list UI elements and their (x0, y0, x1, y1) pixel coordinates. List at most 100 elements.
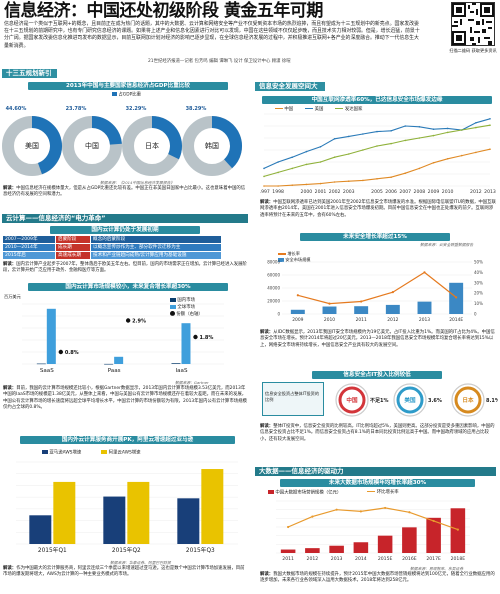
point-china (277, 185, 279, 187)
y-tick-left: 60000 (267, 273, 280, 278)
legend-aliyun: 阿里云AWS增速 (101, 450, 141, 456)
share-label: 0.8% (65, 350, 79, 356)
cloud-market-note-text: 目前，我国的云计算市场规模还比较小，根据Gartner数据显示，2013年国内云… (3, 386, 247, 411)
line-developed (263, 124, 491, 177)
x-tick-label: 2015E (378, 556, 393, 562)
line-usa (263, 118, 491, 169)
x-tick-label: 2000 (301, 189, 313, 195)
x-tick-label: 2001 (315, 189, 327, 195)
point-china (305, 183, 308, 186)
bigdata-note-label: 解读： (260, 572, 274, 577)
it-ratio-legend-box: 信息安全投资占整体IT投资的比例 (262, 382, 324, 416)
point-developed (333, 156, 336, 158)
bar-market-size (354, 306, 369, 314)
bar-domestic (171, 363, 181, 364)
x-tick-label: 2002 (329, 189, 341, 195)
penetration-legend: 中国 美国 发达国家 (275, 107, 362, 113)
point-china (390, 176, 392, 178)
ratio-circle-ring (396, 386, 424, 414)
penetration-note-text: 中国互联网渗透率已达到美国2001年至2002年信息安全市场爆发的水准。根据国际… (260, 200, 496, 218)
donut-country-label: 韩国 (205, 141, 219, 150)
x-tick-label: 2015年Q2 (112, 546, 141, 554)
cloud-market-note: 解读：目前，我国的云计算市场规模还比较小，根据Gartner数据显示，2013年… (3, 386, 247, 412)
penetration-note-label: 解读： (260, 200, 274, 205)
x-tick-label: 2006 (385, 189, 397, 195)
donut-slice-1 (31, 116, 62, 175)
point-usa (362, 133, 364, 135)
aws-aliyun-note: 解读：作为中国最大的云计算服务商，阿里云连续三个季度以来增速超过亚马逊。这也是数… (3, 566, 247, 579)
bar-market-size (385, 304, 400, 314)
point-china (362, 179, 364, 182)
timeline-stage: 成长期 (56, 244, 90, 251)
bigdata-source: 数据来源：易观智库、东吴证券 (410, 566, 464, 571)
x-tick-label: 1998 (272, 189, 284, 195)
byline: 21世纪经济报道—记者 包芳鸣 编辑 谭琳飞 设计 保卫设计中心 顾潇 徐暄 (148, 59, 291, 64)
point-bigdata-growth (432, 519, 435, 523)
bigdata-panel-title: 未来大数据市场规模年均增长率超30% (280, 479, 475, 487)
bar-bigdata-size (353, 542, 369, 553)
section-bar-bigdata: 大数据——信息经济的驱动力 (255, 467, 496, 476)
bar-aws (177, 498, 200, 544)
cloud-stage-note-label: 解读： (3, 262, 17, 267)
point-usa (446, 127, 449, 130)
aws-aliyun-note-label: 解读： (3, 566, 17, 571)
x-tick-label: 2015年Q1 (38, 546, 67, 554)
point-usa (390, 130, 392, 132)
point-china (404, 172, 407, 174)
x-tick-label: 2014E (449, 317, 463, 323)
section-bar-infosec: 信息安全发展空间大 (255, 82, 325, 91)
aws-aliyun-panel-title: 国内外云计算服务商开展PK，阿里云增速超过亚马逊 (20, 436, 235, 444)
point-developed (277, 171, 279, 174)
x-tick-label: 2016E (402, 556, 417, 562)
ratio-circle-ring (338, 386, 366, 414)
point-china (460, 154, 463, 157)
point-developed (347, 153, 350, 155)
legend-bigdata-growth: 环比增长率 (367, 490, 399, 496)
y-tick-left: 40000 (267, 286, 280, 291)
security-growth-panel-title: 未来安全增长率超过15% (300, 233, 450, 241)
timeline-stage: 高速成长期 (56, 252, 90, 259)
point-china (418, 167, 421, 170)
gdp-note-text: 中国信息经济在规模体量大，但是从占GDP比重还比较有差。中国正在非美国日国家中占… (3, 186, 246, 198)
line-bigdata-growth (287, 507, 459, 531)
cloud-stage-timeline: 2007—2009年 启蒙阶段 概念的启蒙阶段 2010—2014年 成长期 以概念宣传炒… (3, 236, 247, 260)
donut-pct-label: 44.60% (6, 106, 27, 112)
bar-market-size (290, 309, 305, 314)
y-tick-right: 40% (474, 270, 483, 275)
point-developed (376, 145, 378, 147)
cloud-stage-note: 解读：国内云计算产业起步于2007年，整体落后于欧美五年左右。但目前，国内的市场… (3, 262, 247, 275)
legend-market-size: 安全市场规模 (278, 257, 310, 263)
donut-slice-4 (211, 116, 242, 169)
bigdata-note: 解读：我国大数据市场的规模在持续提升，预计2015年中国大数据市场营销规模将达到… (260, 572, 496, 585)
point-usa (347, 135, 350, 138)
point-usa (305, 150, 308, 153)
point-developed (418, 137, 421, 139)
point-usa (418, 126, 421, 128)
share-marker (125, 318, 131, 323)
penetration-note: 解读：中国互联网渗透率已达到美国2001年至2002年信息安全市场爆发的水准。根… (260, 200, 496, 219)
x-tick-label: 2009 (292, 317, 303, 323)
y-tick-right: 30% (474, 280, 483, 285)
legend-bigdata-size: 中国大数据市场营销规模（亿元） (268, 490, 341, 496)
point-usa (319, 146, 322, 148)
point-china (263, 185, 265, 187)
bar-aliyun (53, 481, 76, 544)
point-china (489, 148, 491, 150)
point-usa (277, 161, 279, 163)
point-china (291, 184, 294, 186)
gdp-donut-chart: 美国 44.60% 中国 23.78% 日本 32.29% 韩国 38.29% (2, 106, 242, 176)
donut-pct-label: 38.29% (186, 106, 207, 112)
y-tick-left: 80000 (267, 260, 280, 265)
legend-domestic: 国内市场 (170, 297, 203, 304)
security-growth-note: 解读：从IDC数据显示，2013年我国IT安全市场规模约为19亿美元，占IT投入… (260, 330, 496, 349)
qr-code-icon[interactable] (451, 2, 495, 46)
x-tick-label: 2010 (324, 317, 335, 323)
point-usa (404, 125, 407, 127)
it-ratio-note-text: 整体IT投资中，信息安全投资的比例较高，IT比例均超过5%，美国则更高。这部分投… (260, 424, 495, 442)
ratio-pct-label: 3.6% (428, 398, 442, 404)
x-tick-label: 2011 (282, 556, 294, 562)
point-developed (460, 129, 463, 131)
donut-pct-label: 32.29% (126, 106, 147, 112)
timeline-desc: 以概念宣传炒作为主、部分软件云迁移为主 (91, 244, 221, 251)
security-growth-chart: 0 20000 40000 60000 80000 0 10% 20% 30% 40% 50% 200… (267, 260, 483, 324)
